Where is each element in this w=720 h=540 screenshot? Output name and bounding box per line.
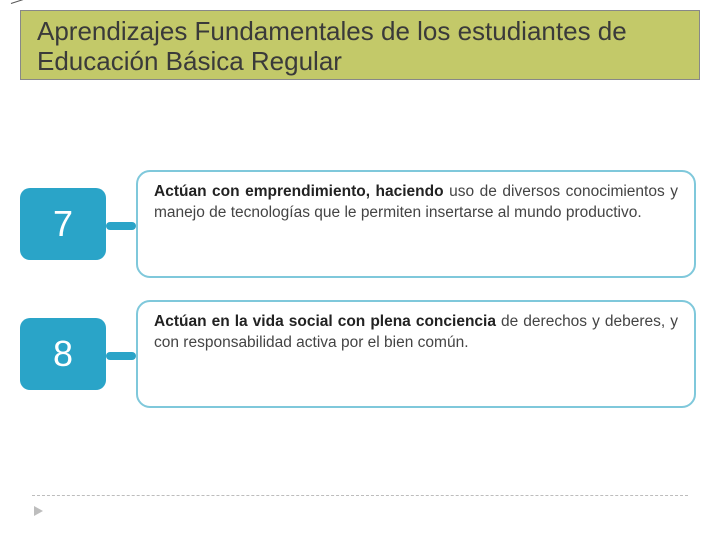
items-list: 7 Actúan con emprendimiento, haciendo us… xyxy=(20,170,700,430)
item-description: Actúan en la vida social con plena conci… xyxy=(136,300,696,408)
item-number-badge: 7 xyxy=(20,188,106,260)
page-title: Aprendizajes Fundamentales de los estudi… xyxy=(37,17,699,77)
item-number-badge: 8 xyxy=(20,318,106,390)
list-item: 8 Actúan en la vida social con plena con… xyxy=(20,300,700,408)
title-diagonal-line xyxy=(11,0,68,4)
footer-arrow-icon xyxy=(34,506,43,516)
item-connector xyxy=(106,352,136,360)
title-band: Aprendizajes Fundamentales de los estudi… xyxy=(20,10,700,80)
item-description: Actúan con emprendimiento, haciendo uso … xyxy=(136,170,696,278)
item-bold-lead: Actúan con emprendimiento, haciendo xyxy=(154,183,444,200)
item-bold-lead: Actúan en la vida social con plena conci… xyxy=(154,313,496,330)
item-connector xyxy=(106,222,136,230)
footer-divider xyxy=(32,495,688,496)
list-item: 7 Actúan con emprendimiento, haciendo us… xyxy=(20,170,700,278)
